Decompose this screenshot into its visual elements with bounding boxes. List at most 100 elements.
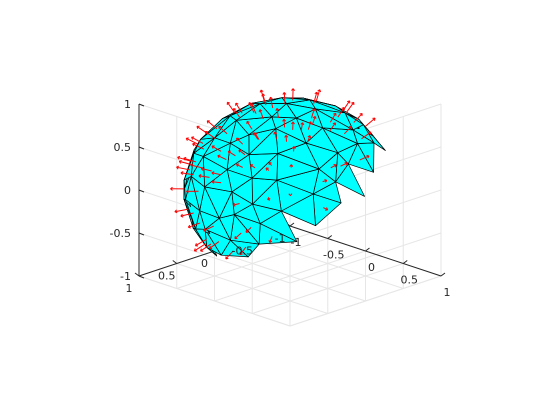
- normal-head: [227, 151, 230, 154]
- normal-shaft: [203, 225, 214, 232]
- normal-head: [269, 240, 273, 244]
- normal-shaft: [239, 246, 247, 255]
- normal-shaft: [196, 125, 209, 135]
- normal-head: [250, 164, 252, 168]
- z-tick-mark: [138, 275, 145, 279]
- normal-shaft: [238, 149, 246, 156]
- normal-head: [259, 89, 262, 93]
- y-tick-label: 0: [201, 257, 208, 270]
- normal-shaft: [343, 126, 352, 135]
- normal-head: [312, 115, 316, 119]
- normal-head: [291, 121, 294, 125]
- normal-vector: [178, 159, 193, 166]
- normal-vector: [236, 163, 243, 168]
- normal-vector: [170, 186, 185, 191]
- normal-vector: [291, 88, 295, 101]
- normal-shaft: [260, 89, 265, 102]
- normal-vector: [186, 189, 199, 194]
- normal-vector: [192, 142, 205, 150]
- normal-shaft: [345, 102, 355, 113]
- normal-shaft: [276, 108, 279, 118]
- normal-head: [317, 89, 321, 92]
- z-tick-mark: [138, 103, 145, 107]
- normal-head: [211, 172, 214, 175]
- normal-vector: [217, 154, 227, 161]
- normal-vector: [185, 137, 199, 145]
- normal-vector: [258, 109, 264, 120]
- normal-vector: [273, 131, 278, 139]
- normal-shaft: [313, 92, 318, 104]
- normal-vector: [174, 208, 189, 214]
- normal-shaft: [212, 181, 222, 184]
- normal-vector: [329, 112, 337, 123]
- z-tick-label: -1: [120, 270, 131, 283]
- z-tick-label: 1: [124, 98, 131, 111]
- normal-head: [191, 137, 194, 140]
- y-tick-label: 1: [126, 282, 133, 295]
- normal-head: [273, 131, 276, 135]
- normal-shaft: [329, 122, 336, 131]
- normal-vector: [259, 89, 265, 102]
- normal-head: [250, 103, 253, 107]
- normal-vectors: [170, 88, 376, 260]
- normal-vector: [289, 164, 294, 168]
- grid-line: [138, 232, 291, 284]
- normal-shaft: [337, 107, 345, 118]
- normal-head: [275, 108, 278, 111]
- z-tick-label: 0: [124, 184, 131, 197]
- normal-shaft: [236, 137, 244, 145]
- normal-head: [240, 253, 243, 256]
- normal-shaft: [361, 131, 372, 140]
- normal-shaft: [206, 120, 218, 130]
- normal-vector: [236, 137, 244, 145]
- normal-vector: [246, 120, 253, 130]
- normal-shaft: [235, 102, 243, 114]
- normal-shaft: [211, 172, 222, 176]
- normal-shaft: [227, 150, 236, 157]
- normal-shaft: [269, 97, 274, 109]
- x-tick-label: 1: [444, 286, 451, 299]
- normal-vector: [268, 236, 273, 244]
- normal-head: [282, 118, 285, 122]
- normal-head: [307, 135, 311, 138]
- grid-line: [289, 275, 442, 327]
- normal-head: [196, 126, 199, 129]
- normal-shaft: [180, 172, 194, 176]
- grid-line: [289, 232, 442, 284]
- normal-vector: [288, 193, 293, 197]
- normal-vector: [353, 113, 363, 123]
- normal-head: [236, 164, 239, 167]
- normal-head: [170, 188, 173, 191]
- normal-head: [218, 126, 220, 130]
- normal-head: [311, 108, 315, 111]
- normal-vector: [284, 134, 289, 142]
- normal-head: [366, 154, 370, 157]
- normal-head: [200, 168, 204, 171]
- normal-vector: [206, 120, 218, 130]
- normal-head: [188, 226, 191, 229]
- x-tick-mark: [440, 272, 446, 277]
- normal-shaft: [250, 164, 256, 169]
- normal-head: [258, 109, 261, 113]
- x-tick-mark: [327, 235, 333, 239]
- normal-head: [176, 166, 179, 170]
- normal-shaft: [340, 162, 348, 167]
- normal-shaft: [188, 222, 201, 228]
- normal-head: [332, 122, 336, 125]
- normal-head: [198, 175, 202, 178]
- normal-shaft: [180, 212, 194, 217]
- normal-vector: [323, 207, 329, 211]
- normal-head: [192, 143, 195, 147]
- normal-head: [267, 199, 271, 201]
- normal-head: [291, 146, 295, 149]
- grid-line: [289, 189, 442, 241]
- normal-shaft: [254, 132, 260, 140]
- normal-vector: [250, 103, 257, 114]
- normal-vector: [315, 89, 322, 102]
- normal-vector: [193, 243, 206, 252]
- mesh-face: [214, 115, 237, 139]
- normal-vector: [196, 125, 209, 135]
- normal-shaft: [307, 135, 311, 143]
- normal-shaft: [234, 232, 242, 240]
- normal-head: [178, 161, 182, 164]
